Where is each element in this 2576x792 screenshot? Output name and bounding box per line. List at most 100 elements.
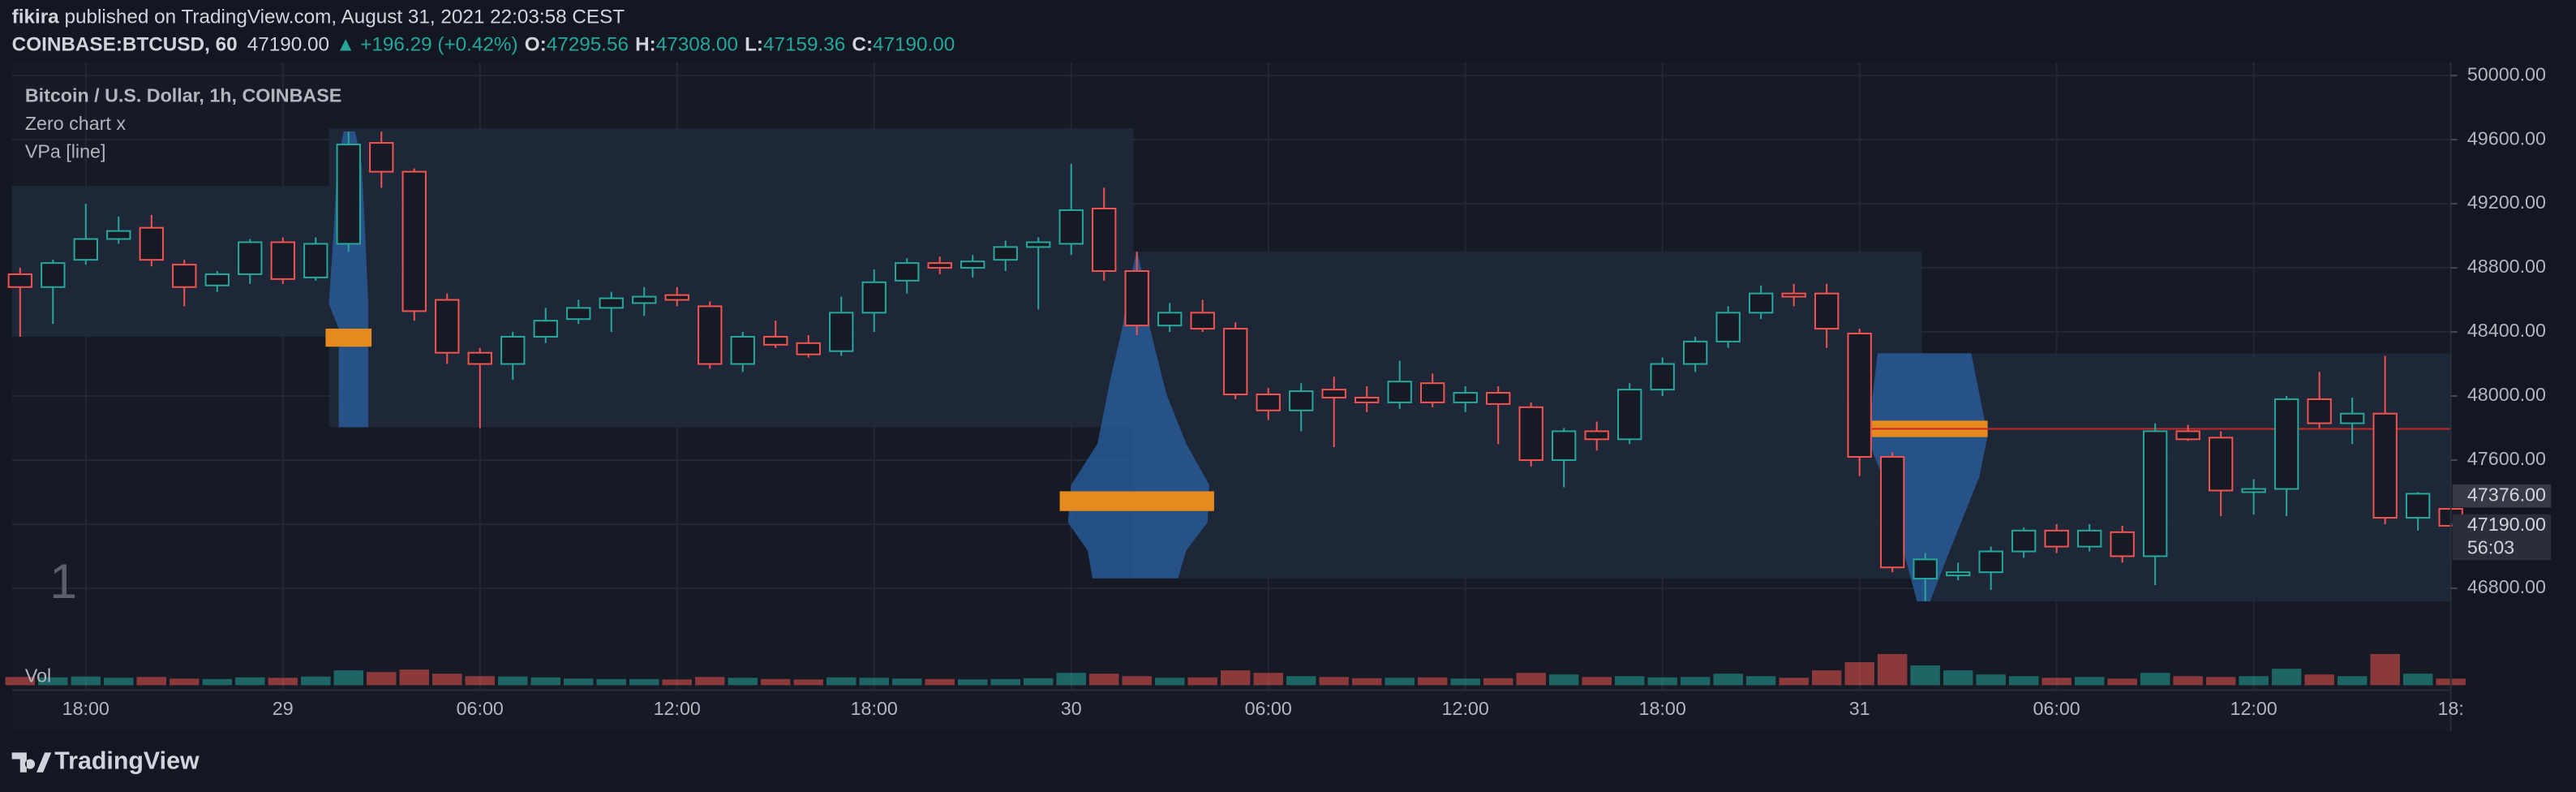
candle-body bbox=[993, 246, 1018, 261]
x-tick-label: 06:00 bbox=[1245, 698, 1292, 719]
candle-body bbox=[1945, 571, 1971, 577]
poc-bar bbox=[1059, 491, 1214, 511]
y-tick-label: 48400.00 bbox=[2467, 320, 2546, 341]
candle-body bbox=[533, 320, 558, 338]
volume-bar bbox=[596, 678, 626, 686]
volume-bar bbox=[1844, 662, 1874, 686]
candle-body bbox=[2241, 488, 2266, 493]
candle-body bbox=[566, 307, 591, 321]
volume-bar bbox=[793, 679, 823, 686]
candle-body bbox=[1420, 382, 1445, 403]
volume-bar bbox=[2239, 676, 2269, 686]
volume-bar bbox=[1647, 677, 1677, 686]
candle-body bbox=[1485, 392, 1511, 405]
ohlc-key: C: bbox=[852, 34, 873, 56]
x-tick-label: 18:00 bbox=[62, 698, 109, 719]
pane-number: 1 bbox=[49, 553, 77, 609]
y-tick-label: 48800.00 bbox=[2467, 256, 2546, 277]
candle-body bbox=[927, 262, 952, 269]
marks bbox=[5, 131, 2466, 686]
poc-bar bbox=[325, 328, 372, 347]
volume-bar bbox=[367, 672, 397, 686]
candle-body bbox=[2076, 529, 2102, 548]
candle-body bbox=[1092, 207, 1117, 273]
candle-body bbox=[1256, 394, 1281, 411]
volume-bar bbox=[301, 676, 331, 686]
volume-bar bbox=[432, 674, 462, 686]
x-tick-label: 18:00 bbox=[1639, 698, 1686, 719]
volume-bar bbox=[564, 678, 594, 686]
chart-title: Bitcoin / U.S. Dollar, 1h, COINBASE bbox=[25, 85, 341, 106]
candle-body bbox=[2405, 493, 2431, 519]
candle-body bbox=[1355, 396, 1380, 403]
range-box bbox=[328, 127, 1134, 428]
logo-icon bbox=[11, 752, 52, 773]
legend-line: COINBASE:BTCUSD, 60 47190.00 ▲ +196.29 (+0.… bbox=[12, 34, 955, 56]
volume-bar bbox=[104, 678, 134, 686]
candle-body bbox=[1321, 389, 1346, 398]
candle-body bbox=[172, 264, 197, 288]
x-tick-label: 29 bbox=[273, 698, 294, 719]
candle-body bbox=[829, 312, 854, 352]
indicator-label: Zero chart x bbox=[25, 113, 126, 134]
candle-body bbox=[1781, 292, 1806, 298]
candle-body bbox=[1847, 332, 1872, 458]
candle-body bbox=[369, 142, 394, 173]
candle-body bbox=[7, 273, 32, 288]
candle-body bbox=[336, 144, 361, 245]
candle-body bbox=[303, 243, 328, 278]
volume-bar bbox=[1351, 678, 1382, 686]
volume-bar bbox=[268, 678, 298, 686]
volume-bar bbox=[1417, 677, 1448, 686]
volume-bar bbox=[1548, 674, 1579, 686]
volume-bar bbox=[465, 676, 495, 686]
candle-body bbox=[1814, 292, 1840, 330]
volume-bar bbox=[695, 677, 725, 686]
candle-body bbox=[1157, 312, 1183, 327]
volume-bar bbox=[498, 676, 528, 686]
x-tick-label: 06:00 bbox=[457, 698, 504, 719]
volume-bar bbox=[5, 677, 36, 686]
ohlc-value: 47295.56 bbox=[547, 34, 629, 56]
symbol: COINBASE:BTCUSD, 60 bbox=[12, 34, 238, 56]
ohlc-key: L: bbox=[745, 34, 763, 56]
candle-body bbox=[1387, 381, 1412, 403]
volume-bar bbox=[957, 679, 988, 686]
volume-bar bbox=[1385, 678, 1415, 686]
candle-body bbox=[895, 262, 920, 282]
volume-bar bbox=[2008, 676, 2039, 686]
candle-body bbox=[796, 342, 821, 355]
ohlc-key: H: bbox=[635, 34, 656, 56]
up-arrow: ▲ bbox=[336, 34, 355, 56]
volume-bar bbox=[1220, 670, 1251, 686]
candle-body bbox=[1223, 328, 1248, 396]
publish-info: published on TradingView.com, August 31,… bbox=[59, 6, 625, 28]
volume-bar bbox=[2304, 674, 2334, 686]
volume-bar bbox=[1187, 677, 1217, 686]
ohlc-value: 47159.36 bbox=[763, 34, 845, 56]
volume-bar bbox=[1877, 653, 1908, 686]
volume-bar bbox=[2337, 676, 2368, 686]
volume-bar bbox=[1450, 678, 1480, 686]
ohlc-value: 47308.00 bbox=[656, 34, 738, 56]
brand-logo: TradingView bbox=[11, 748, 200, 775]
volume-bar bbox=[2140, 673, 2170, 686]
volume-bar bbox=[892, 678, 922, 686]
candle-body bbox=[204, 273, 230, 286]
candle-body bbox=[1748, 292, 1774, 314]
publisher: fikira bbox=[12, 6, 60, 28]
candle-body bbox=[1616, 389, 1642, 441]
volume-bar bbox=[2107, 678, 2137, 686]
price-label-box bbox=[2452, 484, 2552, 508]
candle-body bbox=[1289, 390, 1314, 411]
candle-body bbox=[2011, 529, 2037, 553]
candle-body bbox=[1715, 312, 1741, 342]
candle-body bbox=[730, 335, 755, 365]
candle-body bbox=[1026, 241, 1051, 248]
candle-body bbox=[1518, 406, 1543, 461]
volume-bar bbox=[1745, 676, 1776, 686]
price-label-box bbox=[2452, 514, 2552, 561]
volume-bar bbox=[859, 678, 889, 686]
ohlc-value: 47190.00 bbox=[873, 34, 955, 56]
y-tick-label: 50000.00 bbox=[2467, 63, 2546, 84]
